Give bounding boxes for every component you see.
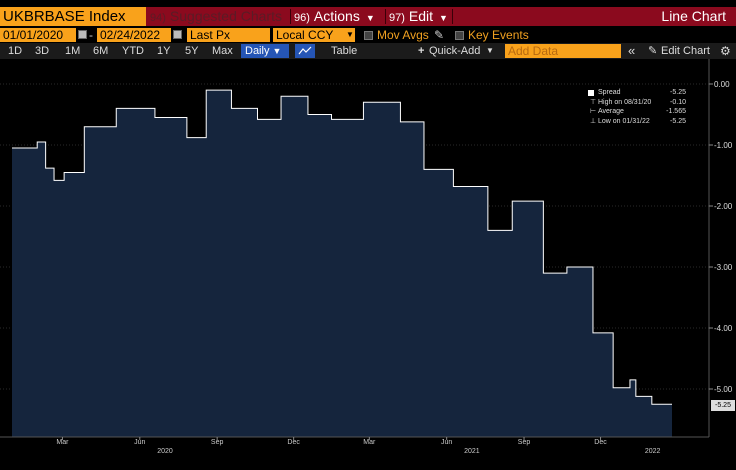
- currency-dropdown-icon[interactable]: ▼: [345, 28, 355, 42]
- chart-type-label: Line Chart: [661, 8, 726, 24]
- series-swatch: [588, 90, 594, 96]
- caret-down-icon: ▼: [365, 13, 375, 23]
- date-range-dash: -: [89, 28, 93, 42]
- end-date-field[interactable]: 02/24/2022: [97, 28, 171, 42]
- plus-icon: +: [418, 45, 425, 57]
- function-menu-bar: 94) Suggested Charts 96) Actions ▼ 97) Edit ▼…: [146, 7, 736, 26]
- edit-menu-button[interactable]: 97) Edit ▼: [389, 7, 448, 26]
- range-max-button[interactable]: Max: [212, 45, 233, 57]
- add-data-input[interactable]: Add Data: [505, 44, 621, 58]
- key-events-label: Key Events: [468, 28, 529, 42]
- x-year-label: 2020: [157, 448, 173, 455]
- range-1d-button[interactable]: 1D: [8, 45, 23, 57]
- caret-down-icon: ▼: [486, 46, 494, 55]
- collapse-icon[interactable]: «: [628, 43, 636, 58]
- gear-icon[interactable]: ⚙: [720, 44, 731, 58]
- caret-down-icon: ▼: [272, 46, 282, 56]
- legend-high-value: -0.10: [670, 98, 686, 106]
- actions-label: Actions: [313, 8, 360, 24]
- legend-low-label: Low on 01/31/22: [598, 117, 650, 125]
- mov-avgs-checkbox[interactable]: [364, 31, 373, 40]
- key-events-checkbox[interactable]: [455, 31, 464, 40]
- x-year-label: 2022: [645, 448, 661, 455]
- controls-bar: 01/01/2020 - 02/24/2022 Last Px Local CC…: [0, 28, 736, 43]
- menu-divider: [385, 9, 386, 24]
- y-tick-label: -2.00: [714, 202, 733, 211]
- legend-average-value: -1.565: [666, 108, 686, 115]
- legend-series-value: -5.25: [670, 89, 686, 96]
- line-chart-icon-glyph: [298, 46, 312, 55]
- x-tick-label: Dec: [594, 439, 607, 446]
- y-tick-label: -1.00: [714, 141, 733, 150]
- legend-average-label: Average: [598, 108, 624, 115]
- range-1m-button[interactable]: 1M: [65, 45, 81, 57]
- tree-branch-icon: ⊤: [590, 98, 597, 106]
- x-year-label: 2021: [464, 448, 480, 455]
- spread-chart: 0.00 -1.00 -2.00 -3.00 -4.00 -5.00 Mar Jun Sep D…: [0, 59, 733, 455]
- range-toolbar: 1D 3D 1M 6M YTD 1Y 5Y Max Daily ▼ Table …: [0, 43, 736, 59]
- x-tick-label: Sep: [518, 439, 531, 446]
- edit-chart-button[interactable]: Edit Chart: [661, 45, 710, 57]
- legend-high-label: High on 08/31/20: [598, 98, 652, 106]
- calendar-icon[interactable]: [173, 30, 182, 39]
- y-tick-label: -3.00: [714, 263, 733, 272]
- edit-code: 97): [389, 12, 405, 24]
- y-tick-label: -4.00: [714, 324, 733, 333]
- quick-add-button[interactable]: Quick-Add: [429, 45, 481, 57]
- start-date-field[interactable]: 01/01/2020: [0, 28, 76, 42]
- menu-divider: [290, 9, 291, 24]
- y-tick-label: -5.00: [714, 385, 733, 394]
- pencil-icon[interactable]: ✎: [434, 28, 445, 42]
- y-tick-label: 0.00: [714, 80, 730, 89]
- range-5y-button[interactable]: 5Y: [185, 45, 199, 57]
- frequency-label: Daily: [245, 45, 270, 57]
- menu-divider: [452, 9, 453, 24]
- range-1y-button[interactable]: 1Y: [157, 45, 171, 57]
- suggested-charts-button[interactable]: 94) Suggested Charts: [150, 7, 282, 26]
- caret-down-icon: ▼: [439, 13, 448, 23]
- legend-row-average: ⊢ Average -1.565: [584, 107, 688, 117]
- legend-series-name: Spread: [598, 89, 621, 96]
- ticker-field[interactable]: UKBRBASE Index: [0, 7, 146, 26]
- actions-code: 96): [294, 12, 310, 24]
- chart-area[interactable]: 0.00 -1.00 -2.00 -3.00 -4.00 -5.00 Mar Jun Sep D…: [0, 59, 736, 470]
- x-tick-label: Sep: [211, 439, 224, 446]
- currency-select[interactable]: Local CCY: [273, 28, 345, 42]
- range-3d-button[interactable]: 3D: [35, 45, 50, 57]
- x-tick-label: Dec: [287, 439, 300, 446]
- x-axis-ticks: Mar Jun Sep Dec Mar Jun Sep Dec 2020 2021 2022: [56, 437, 661, 455]
- calendar-icon[interactable]: [78, 30, 87, 39]
- suggested-label: Suggested Charts: [169, 8, 282, 24]
- price-field-select[interactable]: Last Px: [187, 28, 270, 42]
- spread-line: [12, 89, 672, 405]
- frequency-select[interactable]: Daily ▼: [241, 44, 289, 58]
- edit-label: Edit: [408, 8, 434, 24]
- y-axis-ticks: 0.00 -1.00 -2.00 -3.00 -4.00 -5.00: [709, 80, 733, 394]
- x-tick-label: Jun: [441, 439, 452, 446]
- suggested-code: 94): [150, 12, 166, 24]
- chart-legend: Spread -5.25 ⊤ High on 08/31/20 -0.10 ⊢ …: [584, 88, 688, 128]
- x-tick-label: Mar: [56, 439, 69, 446]
- range-6m-button[interactable]: 6M: [93, 45, 109, 57]
- spread-area: [12, 90, 672, 437]
- line-chart-icon[interactable]: [295, 44, 315, 58]
- actions-menu-button[interactable]: 96) Actions ▼: [294, 7, 375, 26]
- legend-row-low: ⊥ Low on 01/31/22 -5.25: [584, 117, 688, 127]
- x-tick-label: Mar: [363, 439, 376, 446]
- legend-row-series: Spread -5.25: [584, 88, 688, 98]
- legend-row-high: ⊤ High on 08/31/20 -0.10: [584, 98, 688, 108]
- x-tick-label: Jun: [134, 439, 145, 446]
- tree-branch-icon: ⊢: [590, 108, 597, 115]
- legend-low-value: -5.25: [670, 117, 686, 125]
- mov-avgs-label: Mov Avgs: [377, 28, 429, 42]
- pencil-icon: ✎: [648, 45, 658, 57]
- tree-branch-icon: ⊥: [590, 117, 597, 125]
- range-ytd-button[interactable]: YTD: [122, 45, 144, 57]
- title-bar: UKBRBASE Index 94) Suggested Charts 96) Ac…: [0, 0, 736, 28]
- table-button[interactable]: Table: [331, 45, 358, 57]
- last-value-badge: -5.25: [711, 400, 735, 411]
